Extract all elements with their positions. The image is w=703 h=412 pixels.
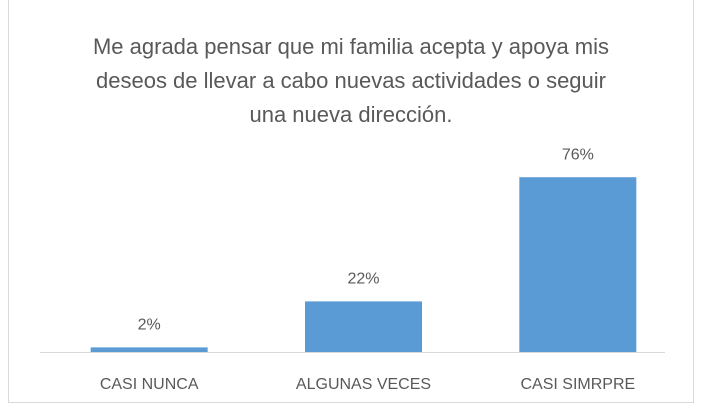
chart-frame — [8, 0, 694, 403]
data-label: 22% — [347, 271, 379, 288]
bar — [305, 301, 422, 352]
bar — [90, 347, 208, 352]
chart-title: Me agrada pensar que mi familia acepta y… — [92, 34, 610, 127]
data-label: 76% — [562, 146, 594, 163]
x-tick-label: ALGUNAS VECES — [296, 376, 431, 393]
x-tick-label: CASI NUNCA — [100, 376, 199, 393]
data-label: 2% — [138, 317, 161, 334]
bar — [519, 177, 637, 352]
x-tick-label: CASI SIMRPRE — [520, 376, 635, 393]
